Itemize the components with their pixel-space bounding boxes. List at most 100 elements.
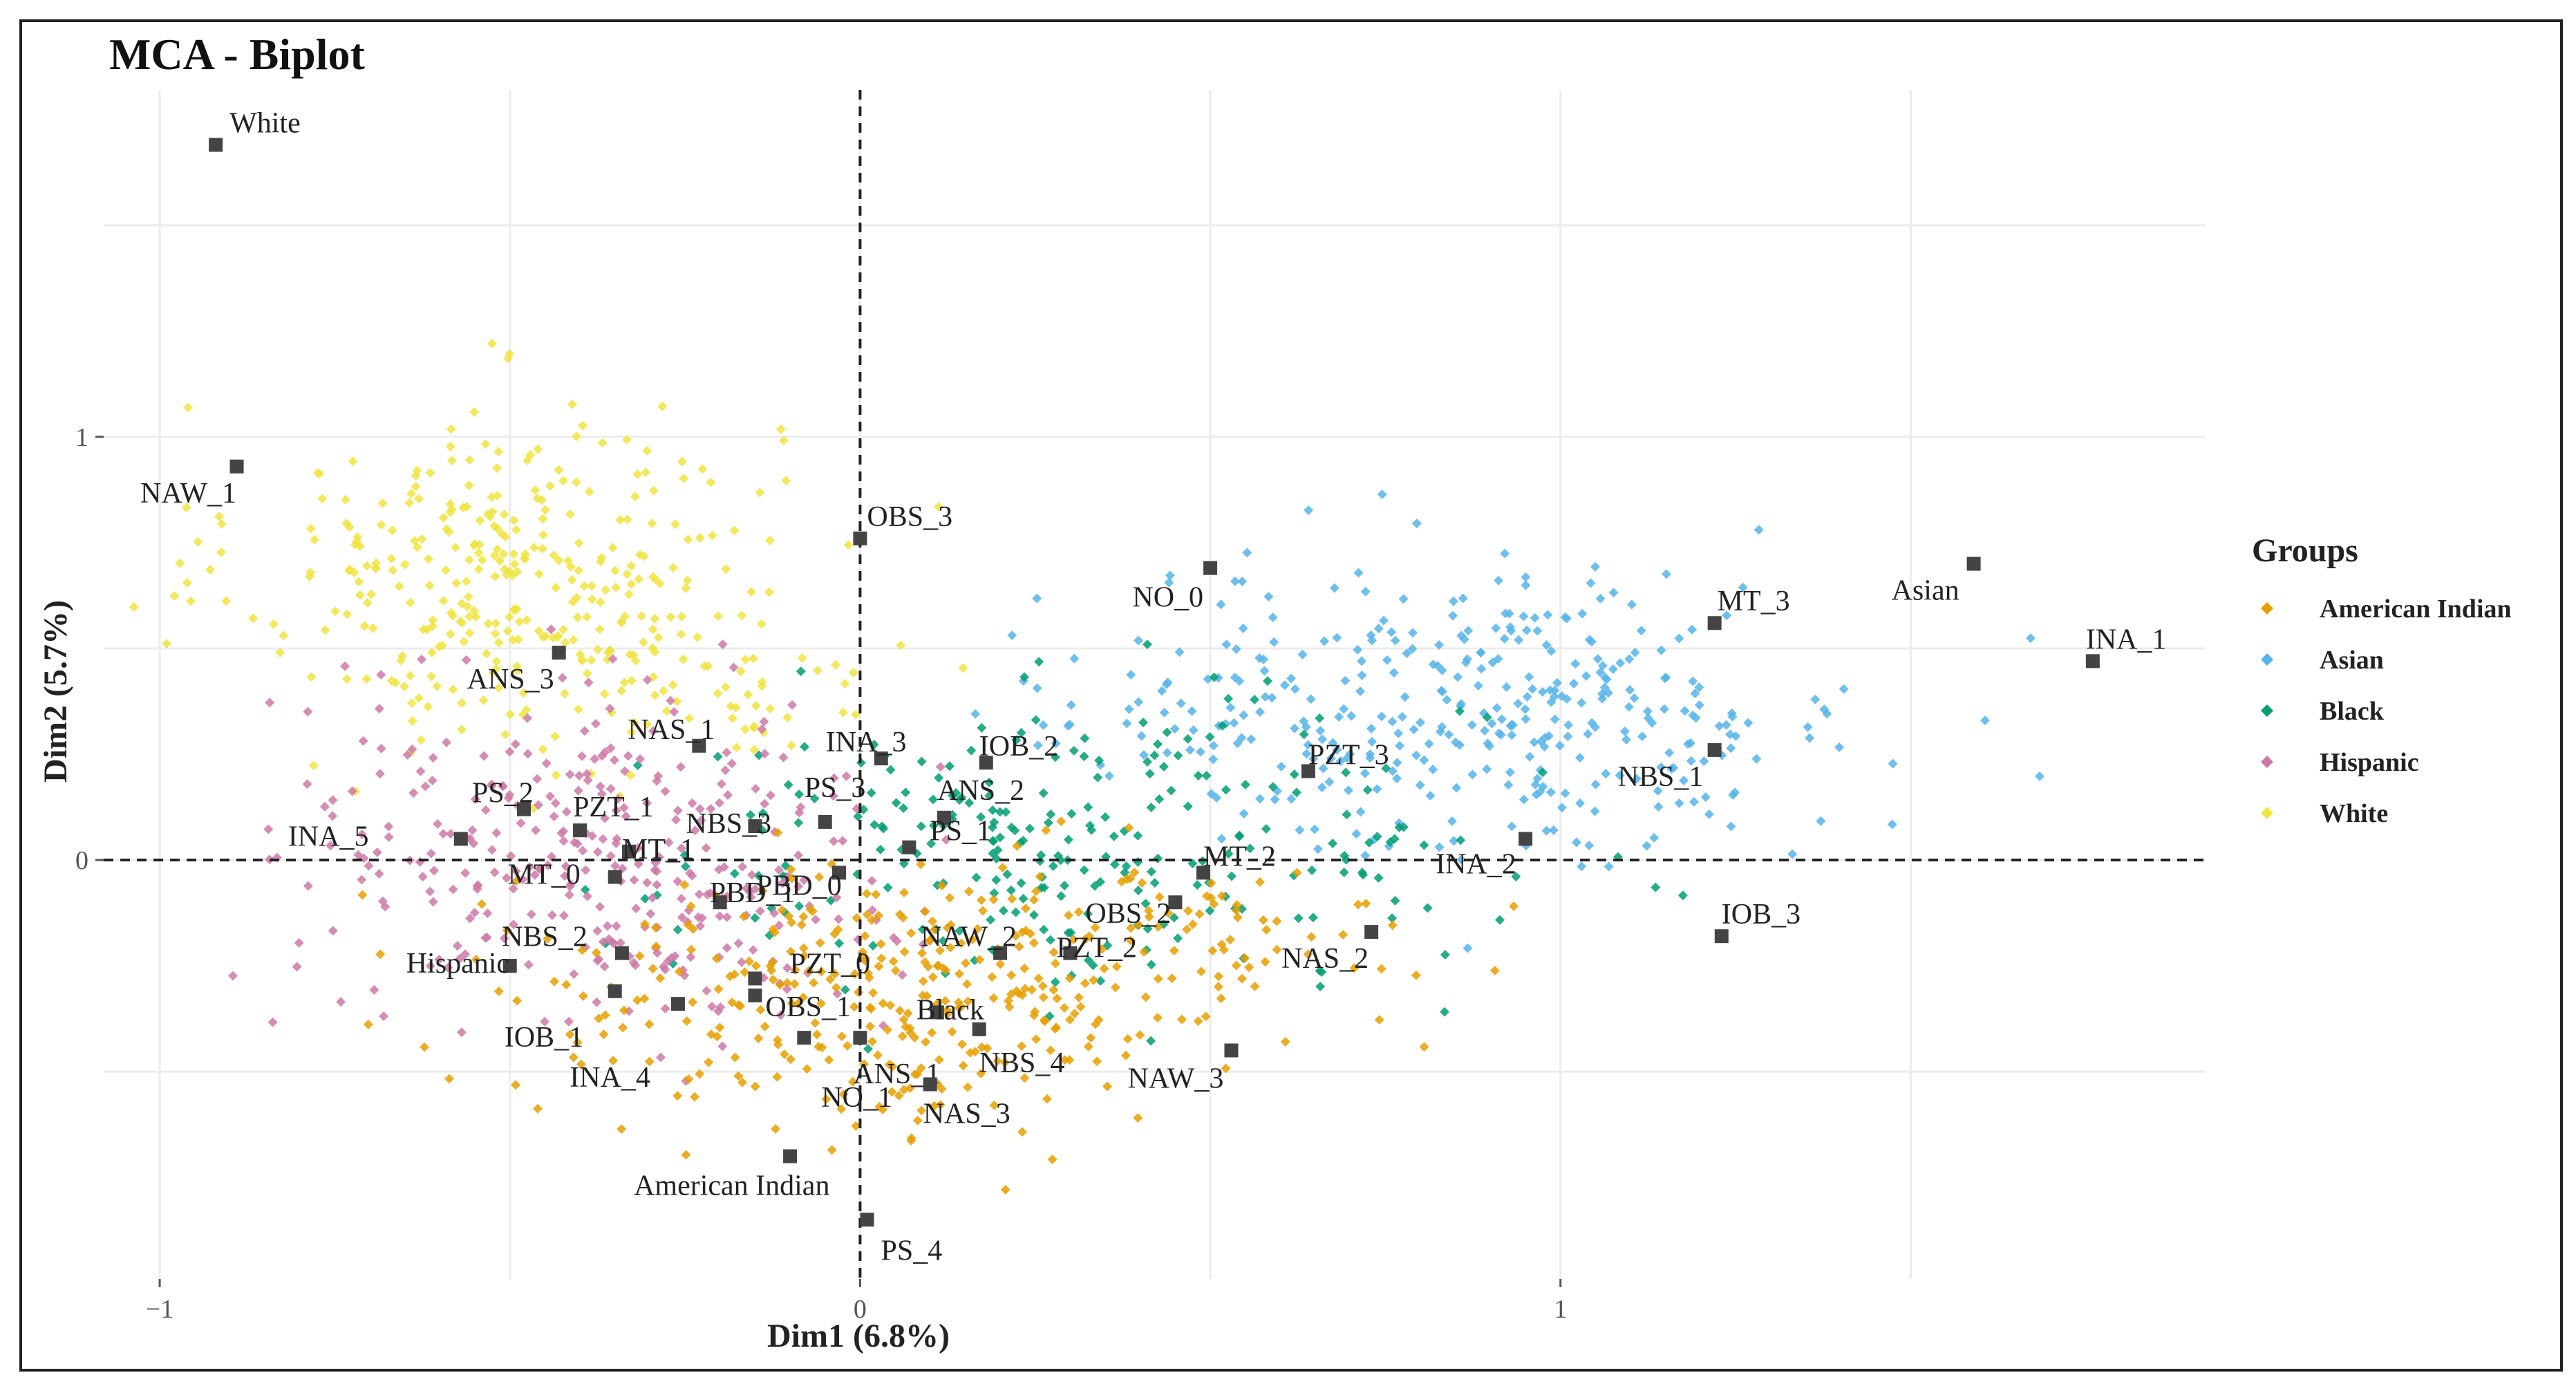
individual-point <box>1019 963 1030 973</box>
individual-point <box>587 581 597 591</box>
individual-point <box>753 1033 764 1043</box>
individual-point <box>1494 575 1504 586</box>
individual-point <box>574 770 585 780</box>
variable-point-nbs_4: NBS_4 <box>972 1022 1064 1079</box>
individual-point <box>578 991 588 1001</box>
individual-point <box>681 583 691 593</box>
individual-point <box>1146 866 1156 877</box>
individual-point <box>406 698 417 709</box>
individual-point <box>1037 981 1048 991</box>
individual-point <box>677 913 687 923</box>
individual-point <box>1137 878 1147 888</box>
individual-point <box>1004 1002 1015 1012</box>
individual-point <box>348 456 358 467</box>
individual-point <box>746 587 757 597</box>
variable-point-nbs_2: NBS_2 <box>502 922 629 960</box>
individual-point <box>868 940 878 951</box>
individual-point <box>1007 894 1017 904</box>
variable-point-pzt_0: PZT_0 <box>748 948 870 986</box>
individual-point <box>778 436 789 446</box>
individual-point <box>565 1029 575 1040</box>
individual-point <box>308 760 319 771</box>
individual-point <box>1636 626 1646 636</box>
individual-point <box>265 698 275 708</box>
individual-point <box>608 654 618 664</box>
individual-point <box>1700 792 1711 803</box>
individual-point <box>1415 718 1425 728</box>
individual-point <box>621 811 631 821</box>
individual-point <box>610 755 620 765</box>
individual-point <box>1122 718 1132 729</box>
individual-point <box>473 548 484 558</box>
individual-point <box>1519 794 1529 805</box>
legend-key <box>2261 807 2273 819</box>
individual-point <box>1560 788 1570 798</box>
individual-point <box>583 775 593 785</box>
individual-point <box>831 892 842 903</box>
individual-point <box>302 779 312 789</box>
individual-point <box>423 702 433 712</box>
individual-point <box>764 587 774 597</box>
individual-point <box>1376 964 1386 974</box>
individual-point <box>935 762 946 772</box>
individual-point <box>469 908 480 918</box>
individual-point <box>1392 774 1402 784</box>
individual-point <box>493 447 504 457</box>
individual-point <box>696 815 706 825</box>
individual-point <box>412 542 422 552</box>
individual-point <box>655 973 666 983</box>
individual-point <box>1306 932 1317 942</box>
y-tick-label: 1 <box>75 423 88 452</box>
individual-point <box>652 879 662 890</box>
individual-point <box>1231 905 1241 915</box>
individual-point <box>802 1064 812 1074</box>
individual-point <box>1025 928 1035 939</box>
individual-point <box>663 956 673 966</box>
individual-point <box>1239 808 1249 819</box>
individual-point <box>1689 796 1699 807</box>
individual-point <box>1482 712 1492 722</box>
individual-point <box>610 565 620 576</box>
individual-point <box>864 973 874 983</box>
variable-marker <box>874 751 888 766</box>
individual-point <box>912 1115 923 1125</box>
individual-point <box>674 966 684 977</box>
individual-point <box>1378 615 1389 626</box>
individual-point <box>1577 861 1587 872</box>
individual-point <box>1373 872 1384 883</box>
individual-point <box>648 726 659 736</box>
individual-point <box>558 624 569 635</box>
variable-marker <box>1364 925 1379 939</box>
individual-point <box>590 718 601 729</box>
individual-point <box>161 639 171 649</box>
individual-point <box>1485 741 1495 751</box>
individual-point <box>892 936 902 946</box>
individual-point <box>1690 689 1700 699</box>
individual-point <box>1463 943 1473 953</box>
individual-point <box>565 509 575 519</box>
variable-marker <box>670 997 685 1011</box>
individual-point <box>1083 955 1093 966</box>
individual-point <box>883 882 893 892</box>
individual-point <box>310 534 320 545</box>
individual-point <box>509 559 520 569</box>
individual-point <box>849 969 860 979</box>
individual-point <box>1335 756 1346 766</box>
individual-point <box>1158 762 1169 772</box>
individual-point <box>426 671 436 682</box>
individual-point <box>1373 624 1384 634</box>
individual-point <box>1563 720 1574 730</box>
individual-point <box>1341 767 1351 778</box>
individual-point <box>726 758 737 769</box>
individual-point <box>789 979 800 989</box>
individual-point <box>1536 736 1546 747</box>
individual-point <box>352 536 362 547</box>
variable-label: IOB_2 <box>979 731 1058 763</box>
legend-label: Hispanic <box>2320 748 2419 777</box>
individual-point <box>1201 891 1212 901</box>
individual-point <box>764 535 775 545</box>
individual-point <box>1317 783 1327 793</box>
individual-point <box>543 933 553 944</box>
individual-point <box>477 899 487 909</box>
individual-point <box>1082 908 1093 919</box>
